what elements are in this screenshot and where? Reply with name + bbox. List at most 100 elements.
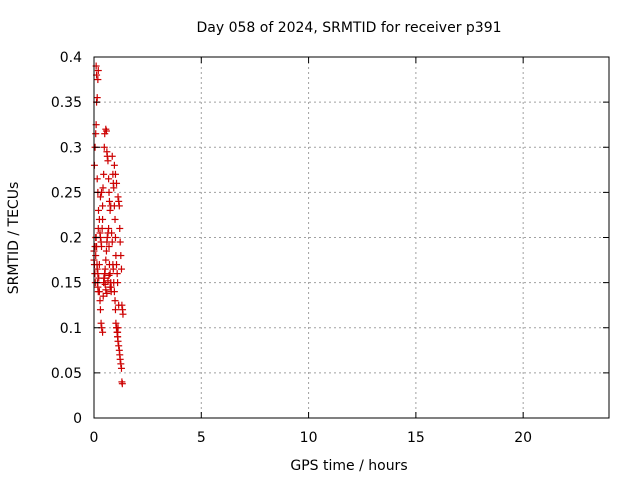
x-tick-label: 0	[90, 430, 99, 446]
data-point	[101, 280, 109, 288]
data-point	[108, 238, 116, 246]
y-tick-label: 0	[73, 411, 82, 427]
data-point	[99, 215, 107, 223]
data-point	[103, 289, 111, 297]
y-tick-label: 0.15	[51, 276, 82, 292]
chart-title: Day 058 of 2024, SRMTID for receiver p39…	[196, 20, 501, 36]
data-point	[95, 261, 103, 269]
data-point	[100, 279, 108, 287]
data-point	[115, 202, 123, 210]
data-point	[107, 288, 115, 296]
data-point	[95, 288, 103, 296]
data-point	[94, 270, 102, 278]
data-point	[101, 270, 109, 278]
data-point	[98, 243, 106, 251]
data-point	[105, 197, 113, 205]
data-point	[117, 364, 125, 372]
data-point	[117, 252, 125, 260]
data-point	[116, 224, 124, 232]
data-point	[114, 193, 122, 201]
x-tick-label: 15	[407, 430, 425, 446]
data-point	[99, 184, 107, 192]
x-tick-label: 10	[300, 430, 318, 446]
data-point	[104, 157, 112, 165]
grid-lines	[94, 57, 609, 418]
x-axis: 0 5 10 15 20	[90, 57, 532, 446]
data-point	[119, 310, 127, 318]
data-point	[103, 234, 111, 241]
data-point	[111, 306, 119, 314]
data-point	[113, 261, 121, 269]
x-axis-label: GPS time / hours	[290, 458, 407, 474]
data-point	[115, 301, 123, 309]
data-point	[115, 197, 123, 205]
y-tick-label: 0.35	[51, 95, 82, 111]
data-point	[111, 215, 119, 223]
data-point	[106, 206, 114, 214]
data-point	[94, 224, 102, 232]
data-point	[106, 283, 114, 291]
data-point	[91, 243, 99, 251]
y-axis: 0 0.05 0.1 0.15 0.2 0.25 0.3 0.35 0.4	[51, 50, 609, 427]
data-point	[116, 355, 124, 363]
data-point	[108, 229, 116, 237]
x-tick-label: 20	[514, 430, 532, 446]
data-point	[102, 247, 110, 255]
data-point	[96, 306, 104, 314]
data-point	[104, 277, 112, 285]
data-point	[116, 238, 124, 246]
y-axis-label: SRMTID / TECUs	[6, 182, 22, 295]
data-point	[99, 202, 107, 210]
y-tick-label: 0.4	[60, 50, 82, 66]
y-tick-label: 0.25	[51, 185, 82, 201]
data-point	[102, 127, 110, 135]
y-tick-label: 0.1	[60, 321, 82, 337]
data-point	[102, 125, 110, 133]
data-point	[100, 143, 108, 151]
data-point	[108, 152, 116, 160]
data-point	[94, 67, 102, 75]
data-point	[114, 333, 122, 341]
data-point	[112, 319, 120, 327]
data-point	[111, 234, 119, 241]
data-point	[105, 188, 113, 196]
data-point	[105, 175, 113, 183]
data-point	[102, 256, 110, 264]
plot-frame	[93, 56, 610, 419]
data-point	[95, 274, 103, 282]
data-point	[113, 270, 121, 278]
data-point	[113, 179, 121, 187]
y-tick-label: 0.2	[60, 231, 82, 247]
data-point	[92, 252, 100, 260]
y-tick-label: 0.3	[60, 140, 82, 156]
data-point	[96, 297, 104, 305]
data-point	[94, 76, 102, 84]
data-point	[111, 297, 119, 305]
x-tick-label: 5	[197, 430, 206, 446]
data-point	[93, 265, 101, 273]
data-point	[99, 292, 107, 300]
data-point	[97, 319, 105, 327]
data-point	[110, 161, 118, 169]
data-point	[110, 184, 118, 192]
data-point	[114, 279, 122, 287]
data-points	[90, 62, 127, 388]
data-point	[105, 224, 113, 232]
data-point	[93, 175, 101, 183]
data-point	[111, 170, 119, 178]
data-point	[109, 265, 117, 273]
data-point	[105, 271, 113, 279]
data-point	[117, 360, 125, 368]
data-point	[118, 380, 126, 388]
data-point	[117, 265, 125, 273]
data-point	[100, 170, 108, 178]
data-point	[114, 324, 122, 332]
data-point	[93, 94, 101, 102]
data-point	[99, 328, 107, 336]
data-point	[105, 243, 113, 251]
data-point	[95, 206, 103, 214]
data-point	[96, 193, 104, 201]
data-point	[102, 286, 110, 294]
y-tick-label: 0.05	[51, 366, 82, 382]
